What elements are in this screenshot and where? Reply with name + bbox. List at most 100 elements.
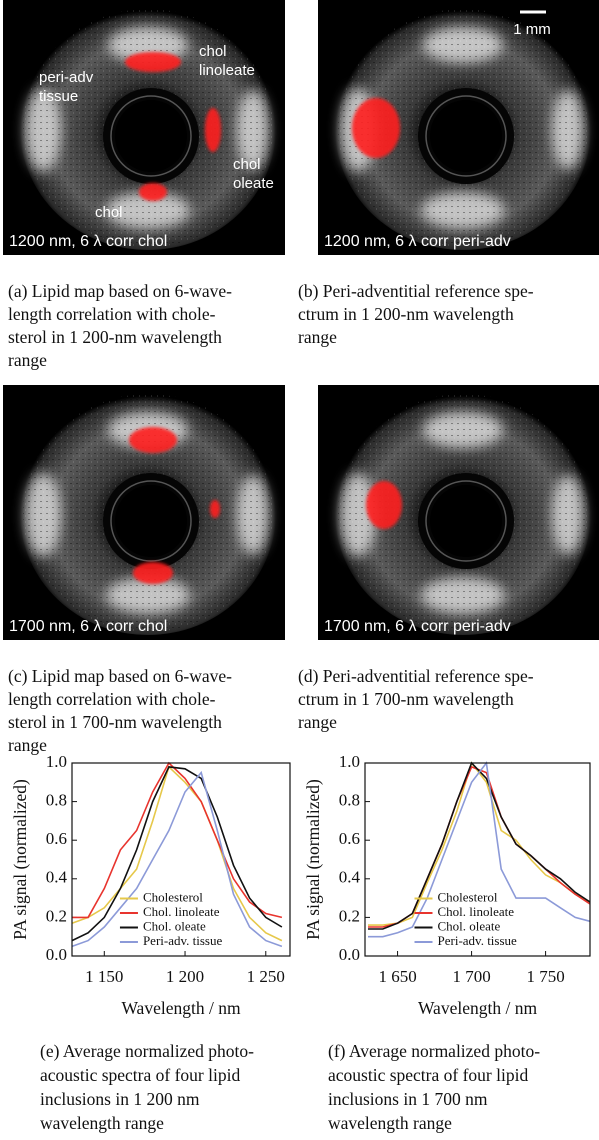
legend-label: Cholesterol [438,889,498,904]
legend-label: Chol. oleate [143,918,206,933]
image-label: peri-adv [39,69,94,86]
catheter-ring [425,480,507,562]
lipid-blob [125,52,181,72]
caption-line: (a) Lipid map based on 6-wave- [8,281,232,301]
legend-label: Chol. linoleate [438,904,515,919]
lipid-map [366,481,402,529]
legend-label: Chol. linoleate [143,904,220,919]
legend-label: Chol. oleate [438,918,501,933]
y-tick-label: 0.6 [339,829,360,848]
caption-line: acoustic spectra of four lipid [328,1065,528,1085]
series-line [72,761,283,919]
x-tick-label: 1 250 [247,967,285,986]
caption-line: range [8,735,47,755]
series-line [368,760,591,938]
scale-label: 1 mm [513,21,551,38]
caption-line: inclusions in 1 700 nm [328,1089,488,1109]
plot-frame [364,762,591,957]
series-line [71,770,283,948]
caption-line: sterol in 1 200-nm wavelength [8,327,222,347]
caption-line: (b) Peri-adventitial reference spe- [298,281,534,301]
series-line [71,766,283,942]
chart: 0.0 0.2 0.4 0.6 0.8 1.0 1 150 1 200 1 250 Cholest… [10,752,291,1018]
y-tick-label: 0.0 [46,945,67,964]
legend-label: Peri-adv. tissue [438,933,518,948]
y-tick-label: 1.0 [339,752,360,771]
y-tick-label: 1.0 [46,752,67,771]
image-label: linoleate [199,62,255,79]
lipid-map [129,427,220,584]
caption-line: acoustic spectra of four lipid [40,1065,240,1085]
caption-line: length correlation with chole- [8,689,216,709]
caption-line: wavelength range [40,1113,164,1133]
caption-line: wavelength range [328,1113,452,1133]
x-tick-label: 1 650 [378,967,416,986]
image-label: chol [199,43,227,60]
caption-line: ctrum in 1 700-nm wavelength [298,689,514,709]
lipid-map [352,98,400,158]
catheter-core [115,485,187,557]
y-axis-label: PA signal (normalized) [10,779,30,940]
x-tick-label: 1 200 [166,967,204,986]
image-label: tissue [39,88,78,105]
catheter-core [430,485,502,557]
y-tick-label: 0.2 [339,906,360,925]
image-panel: chol linoleate peri-adv tissue chol oleate cho… [3,0,285,255]
image-footer: 1200 nm, 6 λ corr chol [9,233,167,250]
caption-line: (f) Average normalized photo- [328,1041,540,1061]
lipid-blob [205,108,221,152]
caption-line: ctrum in 1 200-nm wavelength [298,304,514,324]
y-tick-label: 0.2 [46,906,67,925]
catheter-core [430,100,502,172]
image-panel: 1700 nm, 6 λ corr peri-adv [318,385,599,640]
image-footer: 1700 nm, 6 λ corr chol [9,618,167,635]
y-axis-label: PA signal (normalized) [303,779,323,940]
caption-line: range [298,712,337,732]
image-footer: 1200 nm, 6 λ corr peri-adv [324,233,511,250]
lipid-blob [133,562,173,584]
x-axis-label: Wavelength / nm [418,998,538,1018]
caption-line: (c) Lipid map based on 6-wave- [8,666,232,686]
y-tick-label: 0.4 [339,868,361,887]
image-panel: 1700 nm, 6 λ corr chol [3,385,285,640]
legend-label: Cholesterol [143,889,203,904]
caption-line: length correlation with chole- [8,304,216,324]
lipid-map [125,52,221,201]
x-tick-label: 1 750 [526,967,564,986]
lipid-blob [129,427,177,453]
image-label: chol [95,204,123,221]
x-tick-label: 1 700 [452,967,490,986]
y-tick-label: 0.6 [46,829,67,848]
caption-line: (d) Peri-adventitial reference spe- [298,666,534,686]
image-panel: 1 mm 1200 nm, 6 λ corr peri-adv [318,0,599,255]
y-tick-label: 0.0 [339,945,360,964]
chart: 0.0 0.2 0.4 0.6 0.8 1.0 1 650 1 700 1 750 Cholest… [303,752,591,1018]
series-line [71,765,283,942]
y-tick-label: 0.4 [46,868,68,887]
caption-line: inclusions in 1 200 nm [40,1089,200,1109]
image-label: chol [233,156,261,173]
plot-frame [71,762,291,957]
y-tick-label: 0.8 [339,791,360,810]
catheter-core [115,100,187,172]
catheter-ring [110,95,192,177]
image-footer: 1700 nm, 6 λ corr peri-adv [324,618,511,635]
catheter-ring [425,95,507,177]
caption-line: sterol in 1 700-nm wavelength [8,712,222,732]
image-label: oleate [233,175,274,192]
legend-label: Peri-adv. tissue [143,933,223,948]
lipid-blob [139,183,167,201]
catheter-ring [110,480,192,562]
lipid-blob [366,481,402,529]
caption-line: range [8,350,47,370]
caption-line: range [298,327,337,347]
y-tick-label: 0.8 [46,791,67,810]
lipid-blob [352,98,400,158]
x-axis-label: Wavelength / nm [121,998,241,1018]
series-line [368,761,591,930]
caption-line: (e) Average normalized photo- [40,1041,254,1061]
x-tick-label: 1 150 [85,967,123,986]
lipid-blob [210,500,220,518]
